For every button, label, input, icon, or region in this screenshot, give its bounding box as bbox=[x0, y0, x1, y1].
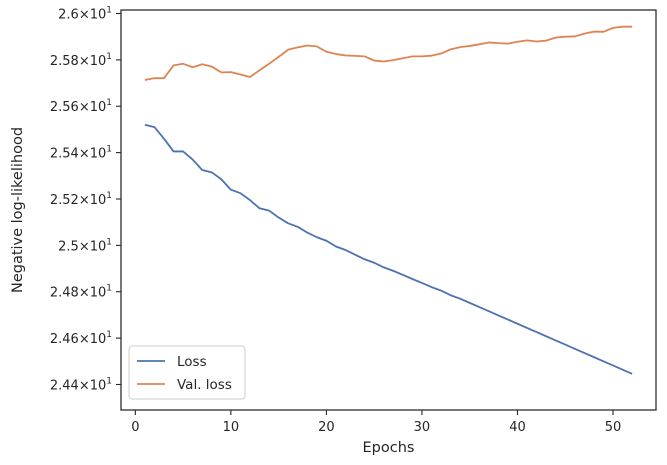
x-tick-label: 30 bbox=[414, 420, 431, 435]
legend-box bbox=[128, 345, 246, 400]
y-axis-ticks: 2.44×101 2.46×101 2.48×101 2.5×101 2.52×101 2… bbox=[50, 5, 121, 393]
y-tick-label: 2.58×101 bbox=[50, 52, 112, 69]
y-tick-label: 2.5×101 bbox=[58, 237, 112, 254]
y-tick-label: 2.52×101 bbox=[50, 191, 112, 208]
x-tick-label: 20 bbox=[318, 420, 335, 435]
y-tick-label: 2.56×101 bbox=[50, 98, 112, 115]
y-tick-label: 2.6×101 bbox=[58, 5, 112, 22]
legend: Loss Val. loss bbox=[128, 345, 246, 400]
y-axis-label: Negative log-likelihood bbox=[10, 127, 26, 293]
legend-label-loss: Loss bbox=[177, 354, 207, 370]
y-tick-label: 2.54×101 bbox=[50, 145, 112, 162]
x-axis-ticks: 0 10 20 30 40 50 bbox=[131, 410, 621, 435]
x-tick-label: 10 bbox=[223, 420, 240, 435]
series-line-val-loss bbox=[144, 25, 633, 81]
y-tick-label: 2.46×101 bbox=[50, 330, 112, 347]
plot-area-frame bbox=[120, 9, 657, 411]
x-tick-label: 50 bbox=[605, 420, 622, 435]
series-layer bbox=[144, 25, 633, 375]
x-axis-label: Epochs bbox=[363, 440, 415, 456]
legend-label-val-loss: Val. loss bbox=[177, 377, 232, 393]
y-tick-label: 2.44×101 bbox=[50, 376, 112, 393]
x-tick-label: 0 bbox=[131, 420, 139, 435]
y-tick-label: 2.48×101 bbox=[50, 284, 112, 301]
x-tick-label: 40 bbox=[509, 420, 526, 435]
series-line-loss bbox=[144, 123, 633, 375]
